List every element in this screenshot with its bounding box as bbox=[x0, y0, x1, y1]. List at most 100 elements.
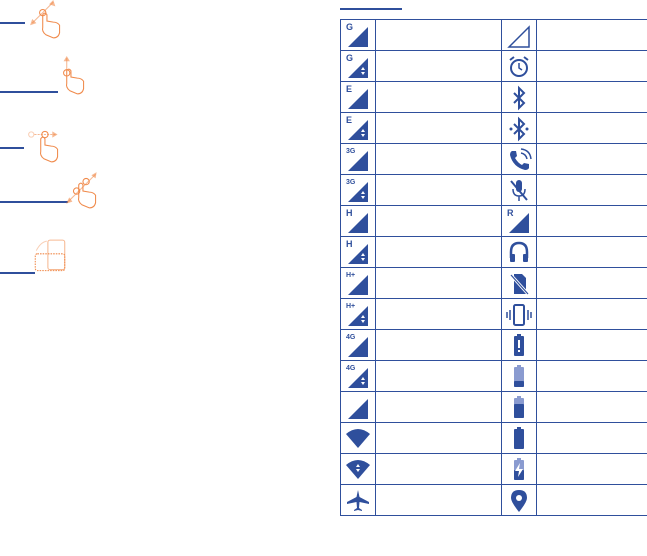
drag-gesture-icon bbox=[28, 0, 68, 40]
description-cell bbox=[375, 453, 503, 485]
gesture-callout-line bbox=[0, 272, 35, 274]
description-cell bbox=[375, 329, 503, 361]
description-cell bbox=[375, 267, 503, 299]
description-cell bbox=[536, 298, 647, 330]
description-cell bbox=[375, 81, 503, 113]
status-icon-table: G G E E 3G 3G H R H H+ H+ 4G 4G bbox=[339, 19, 647, 516]
description-cell bbox=[375, 360, 503, 392]
battery-alert-icon bbox=[502, 331, 536, 359]
description-cell bbox=[536, 422, 647, 454]
bluetooth-connected-icon bbox=[502, 114, 536, 142]
signal-3g-data-icon: 3G bbox=[341, 176, 375, 204]
description-cell bbox=[536, 360, 647, 392]
location-icon bbox=[502, 486, 536, 514]
description-cell bbox=[375, 112, 503, 144]
description-cell bbox=[536, 143, 647, 175]
gesture-callout-line bbox=[0, 22, 25, 24]
description-cell bbox=[536, 329, 647, 361]
icon-cell: 4G bbox=[339, 329, 377, 361]
network-type-label: 4G bbox=[346, 334, 356, 341]
network-type-label: G bbox=[346, 22, 353, 32]
icon-cell: E bbox=[339, 81, 377, 113]
description-cell bbox=[375, 236, 503, 268]
description-cell bbox=[536, 50, 647, 82]
status-table-row: G bbox=[339, 19, 647, 51]
status-table-row: H+ bbox=[339, 298, 647, 330]
icon-cell bbox=[339, 422, 377, 454]
icon-cell: H bbox=[339, 205, 377, 237]
icon-cell bbox=[501, 50, 538, 82]
icon-cell: 4G bbox=[339, 360, 377, 392]
icon-cell bbox=[501, 453, 538, 485]
alarm-icon bbox=[502, 52, 536, 80]
signal-hspa-data-icon: H bbox=[341, 238, 375, 266]
phone-call-icon bbox=[502, 145, 536, 173]
icon-cell bbox=[339, 453, 377, 485]
icon-cell bbox=[501, 484, 538, 516]
icon-cell bbox=[501, 236, 538, 268]
description-cell bbox=[536, 112, 647, 144]
description-cell bbox=[536, 267, 647, 299]
icon-cell bbox=[501, 143, 538, 175]
airplane-mode-icon bbox=[341, 486, 375, 514]
description-cell bbox=[375, 391, 503, 423]
icon-cell: G bbox=[339, 50, 377, 82]
battery-full-icon bbox=[502, 424, 536, 452]
signal-edge-icon: E bbox=[341, 83, 375, 111]
signal-hspa-icon: H bbox=[341, 207, 375, 235]
signal-hspa-plus-data-icon: H+ bbox=[341, 300, 375, 328]
icon-cell bbox=[501, 298, 538, 330]
icon-cell bbox=[339, 391, 377, 423]
icon-cell: G bbox=[339, 19, 377, 51]
status-table-row bbox=[339, 391, 647, 423]
description-cell bbox=[536, 81, 647, 113]
network-type-label: 3G bbox=[346, 179, 356, 186]
description-cell bbox=[536, 391, 647, 423]
signal-gprs-data-icon: G bbox=[341, 52, 375, 80]
description-cell bbox=[375, 50, 503, 82]
signal-4g-icon: 4G bbox=[341, 331, 375, 359]
icon-cell: 3G bbox=[339, 174, 377, 206]
pinch-gesture-icon bbox=[64, 170, 104, 210]
signal-hspa-plus-icon: H+ bbox=[341, 269, 375, 297]
description-cell bbox=[375, 298, 503, 330]
icon-cell bbox=[501, 422, 538, 454]
mic-off-icon bbox=[502, 176, 536, 204]
description-cell bbox=[536, 484, 647, 516]
status-table-row: 4G bbox=[339, 360, 647, 392]
gesture-callout-line bbox=[0, 147, 24, 149]
icon-cell: R bbox=[501, 205, 538, 237]
description-cell bbox=[536, 174, 647, 206]
status-table-row: H+ bbox=[339, 267, 647, 299]
swipe-right-gesture-icon bbox=[26, 124, 66, 164]
network-type-label: H bbox=[346, 208, 353, 218]
network-type-label: H bbox=[346, 239, 353, 249]
status-table-row: 3G bbox=[339, 143, 647, 175]
section-title-underline bbox=[340, 8, 402, 10]
signal-full-icon bbox=[341, 393, 375, 421]
icon-cell bbox=[501, 267, 538, 299]
no-sim-icon bbox=[502, 269, 536, 297]
status-table-row bbox=[339, 453, 647, 485]
icon-cell bbox=[501, 19, 538, 51]
icon-cell bbox=[501, 112, 538, 144]
icon-cell bbox=[501, 360, 538, 392]
description-cell bbox=[375, 484, 503, 516]
gesture-callout-line bbox=[0, 201, 68, 203]
icon-cell bbox=[339, 484, 377, 516]
network-type-label: H+ bbox=[346, 272, 355, 279]
icon-cell bbox=[501, 174, 538, 206]
icon-cell: H+ bbox=[339, 267, 377, 299]
description-cell bbox=[536, 19, 647, 51]
description-cell bbox=[375, 422, 503, 454]
network-type-label: 3G bbox=[346, 148, 356, 155]
icon-cell: H bbox=[339, 236, 377, 268]
gesture-callout-line bbox=[0, 91, 58, 93]
status-table-row: 3G bbox=[339, 174, 647, 206]
status-table-row bbox=[339, 422, 647, 454]
headphones-icon bbox=[502, 238, 536, 266]
signal-roaming-icon: R bbox=[502, 207, 536, 235]
bluetooth-icon bbox=[502, 83, 536, 111]
signal-edge-data-icon: E bbox=[341, 114, 375, 142]
status-table-row: E bbox=[339, 81, 647, 113]
